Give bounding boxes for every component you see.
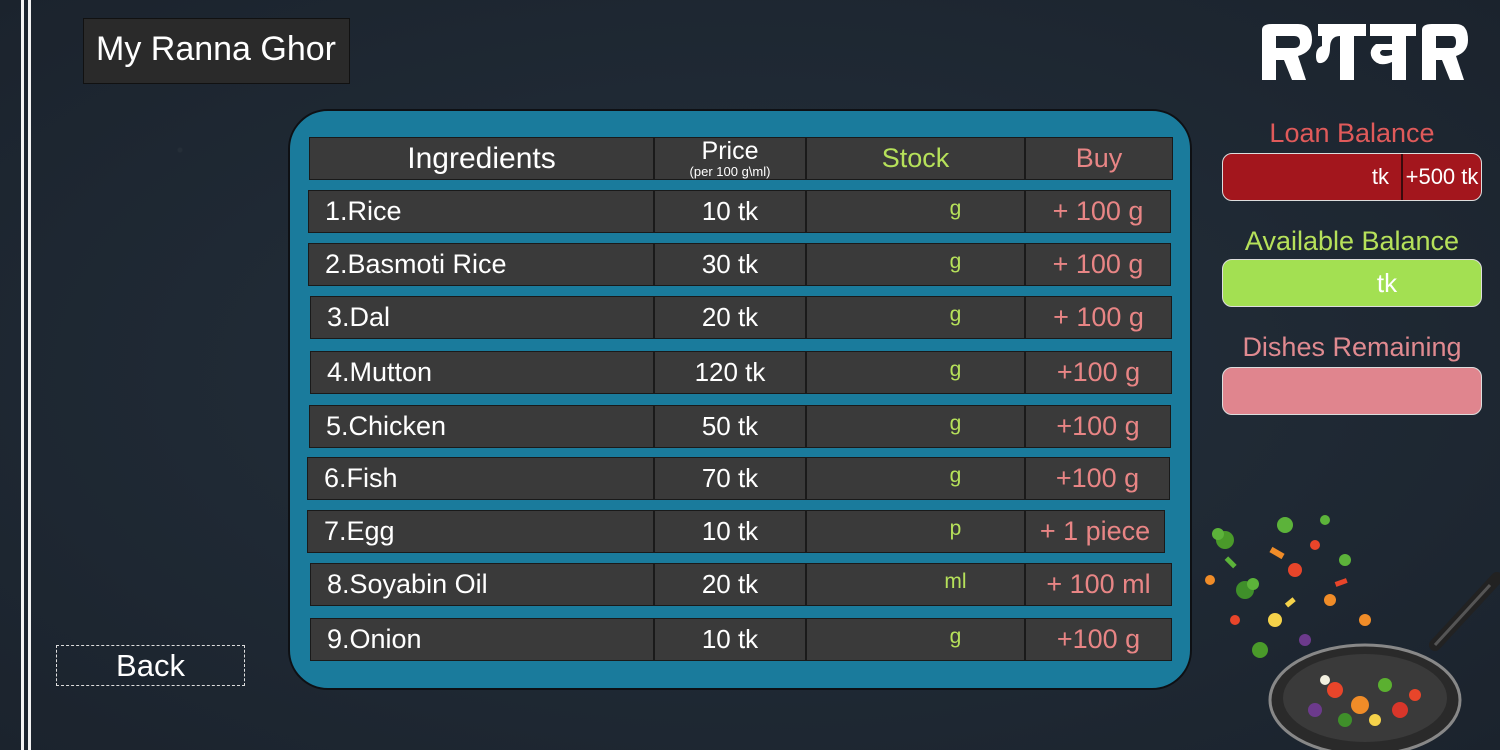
ingredient-name: 8.Soyabin Oil [310, 563, 654, 606]
buy-button[interactable]: + 1 piece [1025, 510, 1165, 553]
back-button[interactable]: Back [56, 645, 245, 686]
loan-balance-label: Loan Balance [1269, 118, 1435, 148]
ingredient-stock: g [806, 351, 1025, 394]
ingredient-stock: p [806, 510, 1025, 553]
ingredient-name: 7.Egg [307, 510, 654, 553]
ingredient-stock: g [806, 296, 1025, 339]
header-price-unit: (per 100 g\ml) [689, 164, 771, 179]
available-balance-box: tk [1222, 259, 1482, 307]
dishes-remaining-box [1222, 367, 1482, 415]
ingredient-stock: ml [806, 563, 1025, 606]
ingredient-price: 10 tk [654, 190, 806, 233]
header-ingredients: Ingredients [309, 137, 654, 180]
ingredient-name: 1.Rice [308, 190, 654, 233]
ingredient-name: 6.Fish [307, 457, 654, 500]
ingredient-price: 20 tk [654, 296, 806, 339]
wok-vegetables-image [1205, 515, 1500, 750]
buy-button[interactable]: +100 g [1025, 618, 1172, 661]
left-border-line [28, 0, 31, 750]
available-balance-label: Available Balance [1244, 226, 1460, 256]
buy-button[interactable]: + 100 ml [1025, 563, 1172, 606]
left-border-line [21, 0, 24, 750]
ingredient-price: 30 tk [654, 243, 806, 286]
ingredient-stock: g [806, 405, 1025, 448]
ingredient-price: 20 tk [654, 563, 806, 606]
dishes-remaining-label: Dishes Remaining [1242, 332, 1462, 362]
buy-button[interactable]: +100 g [1025, 457, 1170, 500]
buy-button[interactable]: + 100 g [1025, 243, 1171, 286]
buy-button[interactable]: + 100 g [1025, 190, 1171, 233]
app-title: My Ranna Ghor [83, 18, 350, 84]
ingredient-name: 5.Chicken [309, 405, 654, 448]
ingredient-price: 50 tk [654, 405, 806, 448]
ingredient-name: 2.Basmoti Rice [308, 243, 654, 286]
ingredient-price: 70 tk [654, 457, 806, 500]
available-balance-value: tk [1376, 267, 1398, 298]
header-price: Price (per 100 g\ml) [654, 137, 806, 180]
ingredient-name: 4.Mutton [310, 351, 654, 394]
ingredient-price: 10 tk [654, 618, 806, 661]
ingredient-stock: g [806, 190, 1025, 233]
buy-button[interactable]: +100 g [1025, 405, 1171, 448]
loan-divider [1401, 154, 1403, 200]
ingredient-price: 10 tk [654, 510, 806, 553]
bangla-logo [1262, 24, 1468, 80]
ingredient-name: 3.Dal [310, 296, 654, 339]
ingredient-price: 120 tk [654, 351, 806, 394]
loan-balance-value: tk [1371, 164, 1389, 189]
header-price-label: Price [701, 137, 759, 165]
ingredient-name: 9.Onion [310, 618, 654, 661]
header-stock: Stock [806, 137, 1025, 180]
buy-button[interactable]: + 100 g [1025, 296, 1172, 339]
ingredient-stock: g [806, 243, 1025, 286]
buy-button[interactable]: +100 g [1025, 351, 1172, 394]
header-buy: Buy [1025, 137, 1173, 180]
ingredient-stock: g [806, 618, 1025, 661]
loan-balance-box: tk +500 tk [1222, 153, 1482, 201]
take-loan-button[interactable]: +500 tk [1405, 164, 1479, 189]
ingredient-stock: g [806, 457, 1025, 500]
